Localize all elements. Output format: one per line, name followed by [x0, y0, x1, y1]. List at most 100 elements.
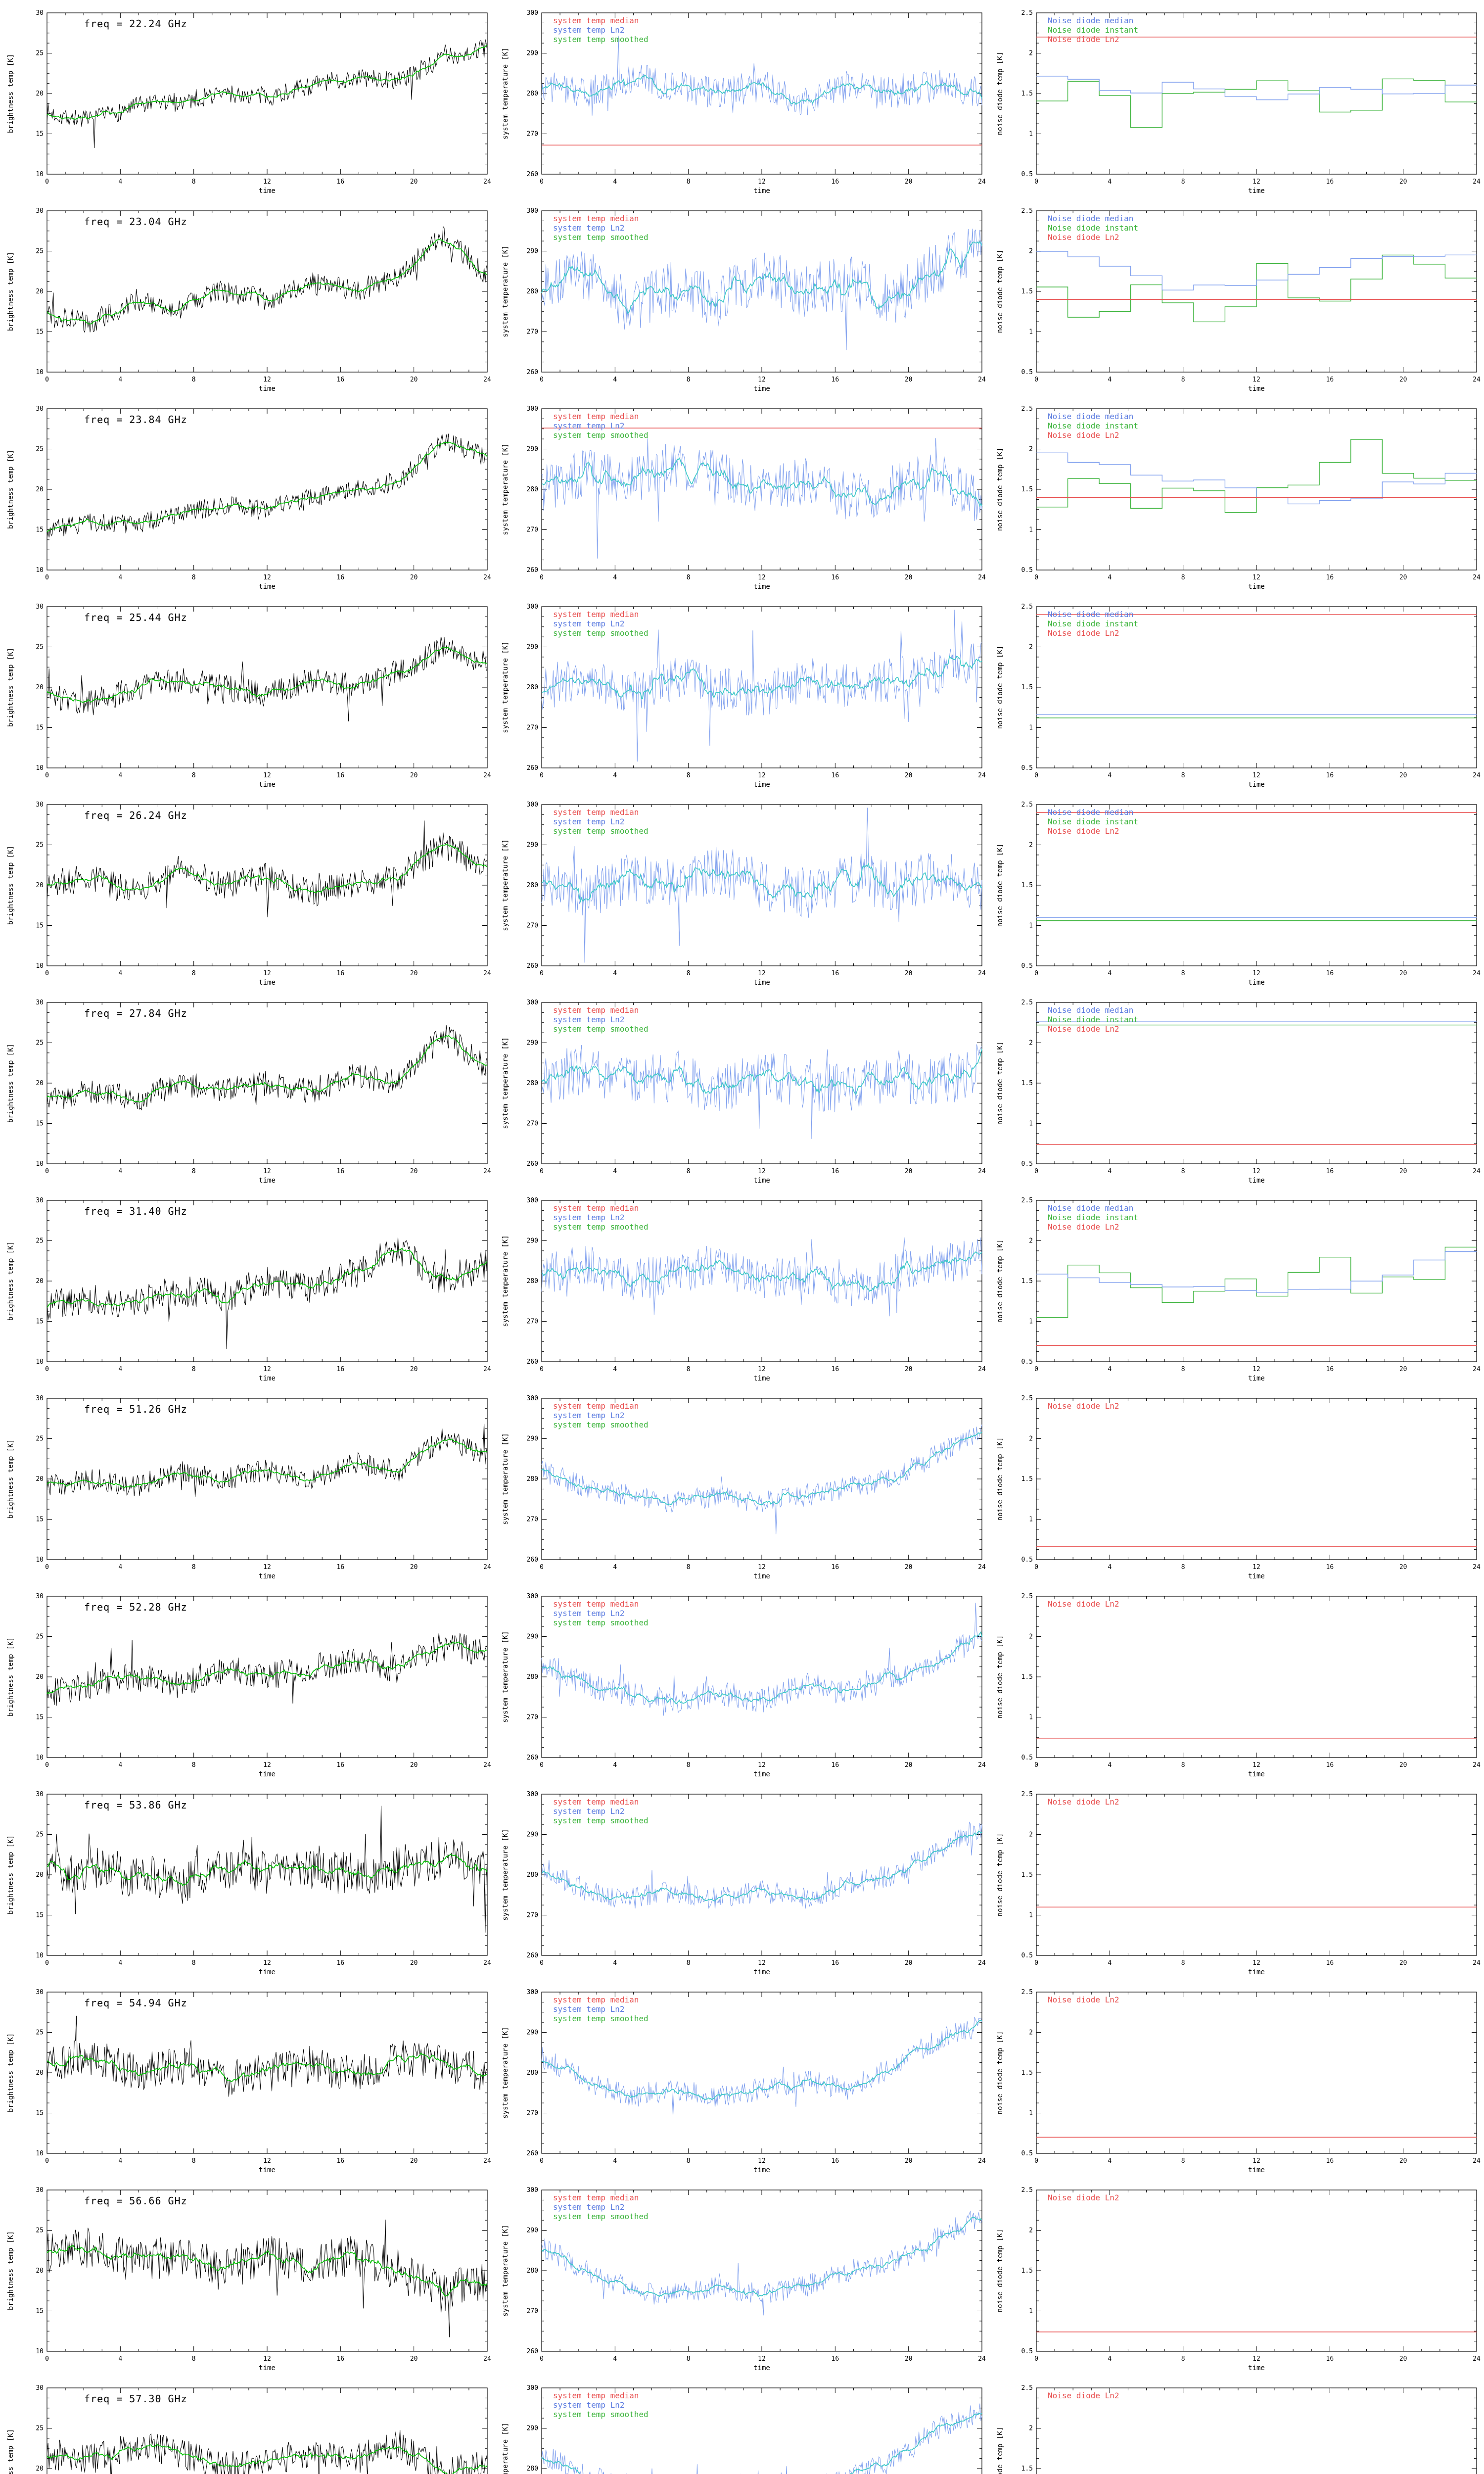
- svg-text:1.5: 1.5: [1021, 2069, 1033, 2077]
- svg-text:time: time: [259, 385, 276, 393]
- plot-row9-c1: 0 4 8 12 16 20 24 10 15 20 25 30 time brightness temp…: [0, 1583, 495, 1781]
- svg-text:8: 8: [192, 1168, 196, 1175]
- svg-text:12: 12: [1252, 1959, 1260, 1967]
- freq-title: freq = 25.44 GHz: [84, 612, 187, 623]
- svg-text:12: 12: [758, 1761, 766, 1769]
- svg-text:8: 8: [192, 2355, 196, 2363]
- svg-text:16: 16: [337, 1564, 345, 1571]
- svg-text:1: 1: [1029, 2110, 1033, 2117]
- svg-text:12: 12: [1252, 1761, 1260, 1769]
- svg-text:270: 270: [527, 1318, 538, 1326]
- plot-row8-c3: 0 4 8 12 16 20 24 0.5 1 1.5 2 2.5 time noise diode te…: [989, 1385, 1484, 1583]
- svg-text:25: 25: [36, 446, 44, 453]
- svg-text:noise diode temp [K]: noise diode temp [K]: [996, 2229, 1004, 2313]
- svg-text:15: 15: [36, 1318, 44, 1326]
- freq-title: freq = 22.24 GHz: [84, 18, 187, 30]
- svg-text:noise diode temp [K]: noise diode temp [K]: [996, 1239, 1004, 1323]
- legend-entry: Noise diode instant: [1048, 421, 1139, 430]
- system-temp-legend: system temp median system temp Ln2 system …: [553, 412, 649, 440]
- svg-text:270: 270: [527, 526, 538, 534]
- svg-text:2: 2: [1029, 842, 1033, 849]
- svg-text:4: 4: [1108, 1959, 1112, 1967]
- svg-text:25: 25: [36, 2029, 44, 2037]
- svg-text:300: 300: [527, 1593, 538, 1600]
- svg-text:16: 16: [337, 376, 345, 383]
- system-temp-legend: system temp median system temp Ln2 system …: [553, 808, 649, 836]
- svg-text:0: 0: [45, 1168, 49, 1175]
- svg-text:12: 12: [263, 1959, 271, 1967]
- svg-text:0: 0: [1034, 1564, 1038, 1571]
- svg-text:0: 0: [540, 178, 544, 186]
- legend-entry: system temp median: [553, 1203, 639, 1213]
- plot-canvas-c3: 0 4 8 12 16 20 24 0.5 1 1.5 2 2.5 time noise diode te…: [996, 405, 1481, 591]
- svg-text:20: 20: [905, 772, 913, 779]
- svg-text:10: 10: [36, 1358, 44, 1366]
- svg-text:system temperature [K]: system temperature [K]: [502, 2423, 510, 2474]
- svg-text:20: 20: [1399, 1761, 1407, 1769]
- legend-entry: system temp smoothed: [553, 2212, 649, 2221]
- svg-text:0: 0: [540, 1761, 544, 1769]
- svg-text:270: 270: [527, 1714, 538, 1721]
- system-temp-legend: system temp median system temp Ln2 system …: [553, 1203, 649, 1232]
- svg-text:260: 260: [527, 1952, 538, 1959]
- svg-text:20: 20: [36, 1475, 44, 1483]
- svg-text:0: 0: [540, 2157, 544, 2165]
- svg-text:time: time: [1248, 781, 1265, 789]
- legend-entry: Noise diode Ln2: [1048, 826, 1119, 836]
- plot-canvas-c1: 0 4 8 12 16 20 24 10 15 20 25 30 time brightness temp…: [7, 207, 491, 393]
- svg-text:time: time: [753, 1177, 770, 1185]
- plot-canvas-c3: 0 4 8 12 16 20 24 0.5 1 1.5 2 2.5 time noise diode te…: [996, 1791, 1481, 1976]
- svg-text:20: 20: [36, 2267, 44, 2275]
- system-temp-legend: system temp median system temp Ln2 system …: [553, 1005, 649, 1034]
- svg-text:4: 4: [118, 1959, 122, 1967]
- plot-row6-c1: 0 4 8 12 16 20 24 10 15 20 25 30 time brightness temp…: [0, 990, 495, 1188]
- svg-text:4: 4: [613, 178, 617, 186]
- svg-text:4: 4: [118, 178, 122, 186]
- svg-text:260: 260: [527, 962, 538, 970]
- svg-text:16: 16: [832, 574, 839, 581]
- svg-text:290: 290: [527, 2227, 538, 2235]
- svg-text:30: 30: [36, 1791, 44, 1798]
- legend-entry: system temp median: [553, 16, 639, 25]
- svg-text:20: 20: [36, 90, 44, 97]
- svg-text:8: 8: [1181, 970, 1185, 977]
- svg-text:24: 24: [978, 970, 986, 977]
- svg-text:270: 270: [527, 1516, 538, 1523]
- svg-text:260: 260: [527, 1160, 538, 1168]
- svg-text:4: 4: [1108, 1761, 1112, 1769]
- svg-text:30: 30: [36, 405, 44, 413]
- svg-text:24: 24: [1473, 178, 1481, 186]
- svg-text:20: 20: [410, 2157, 418, 2165]
- svg-text:12: 12: [758, 376, 766, 383]
- svg-text:1: 1: [1029, 131, 1033, 138]
- svg-text:time: time: [753, 583, 770, 591]
- svg-text:300: 300: [527, 405, 538, 413]
- svg-text:time: time: [259, 1375, 276, 1382]
- svg-text:0: 0: [45, 970, 49, 977]
- svg-text:0: 0: [45, 178, 49, 186]
- plot-row4-c2: 0 4 8 12 16 20 24 260 270 280 290 300 time system tem…: [495, 594, 989, 792]
- svg-text:12: 12: [263, 1761, 271, 1769]
- svg-text:8: 8: [687, 1959, 691, 1967]
- svg-text:0.5: 0.5: [1021, 1556, 1033, 1564]
- svg-text:time: time: [1248, 979, 1265, 987]
- plot-canvas-c1: 0 4 8 12 16 20 24 10 15 20 25 30 time brightness temp…: [7, 999, 491, 1185]
- noise-diode-legend: Noise diode median Noise diode instant Noi…: [1048, 412, 1138, 440]
- svg-text:20: 20: [36, 2069, 44, 2077]
- plot-row6-c2: 0 4 8 12 16 20 24 260 270 280 290 300 time system tem…: [495, 990, 989, 1188]
- svg-text:12: 12: [758, 178, 766, 186]
- svg-text:2: 2: [1029, 2029, 1033, 2037]
- svg-text:24: 24: [1473, 1761, 1481, 1769]
- svg-text:4: 4: [613, 1168, 617, 1175]
- svg-text:20: 20: [36, 1080, 44, 1087]
- legend-entry: system temp smoothed: [553, 1222, 649, 1232]
- svg-text:1.5: 1.5: [1021, 486, 1033, 493]
- svg-text:2.5: 2.5: [1021, 405, 1033, 413]
- svg-text:brightness temp [K]: brightness temp [K]: [7, 54, 15, 133]
- legend-entry: system temp Ln2: [553, 2202, 625, 2212]
- svg-text:300: 300: [527, 1989, 538, 1996]
- svg-text:12: 12: [1252, 2157, 1260, 2165]
